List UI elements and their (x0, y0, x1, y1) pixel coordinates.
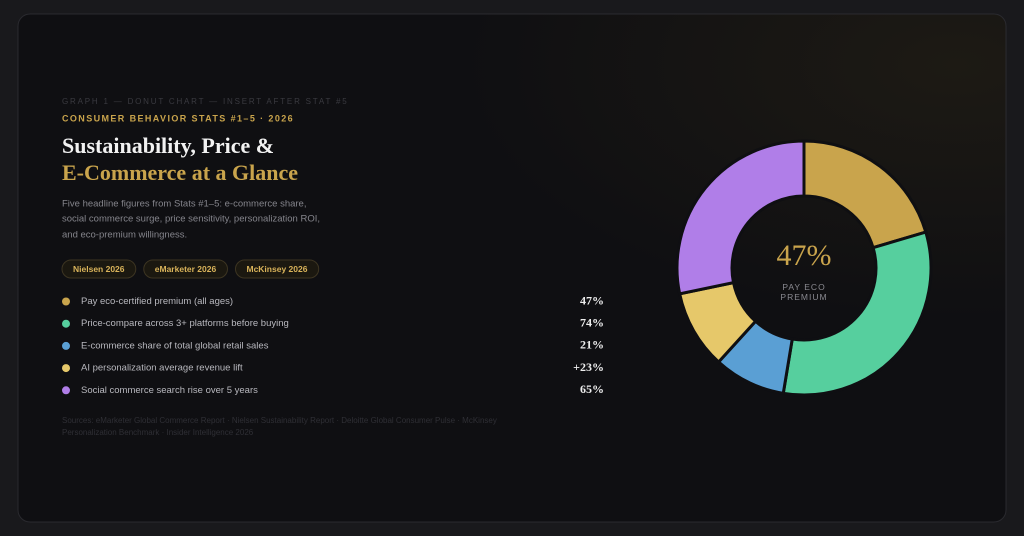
value-label: 65% (580, 382, 604, 396)
legend-label: AI personalization average revenue lift (81, 363, 243, 374)
description: social commerce surge, price sensitivity… (62, 214, 320, 225)
center-value: 47% (777, 239, 832, 272)
donut-segment (675, 139, 806, 296)
tag-label: Nielsen 2026 (73, 264, 125, 274)
sources: Sources: eMarketer Global Commerce Repor… (62, 416, 497, 425)
value-label: 74% (580, 315, 604, 329)
legend-label: Social commerce search rise over 5 years (81, 385, 258, 396)
tag (61, 259, 137, 279)
eyebrow: GRAPH 1 — DONUT CHART — INSERT AFTER STA… (62, 97, 349, 106)
legend-dot (62, 341, 70, 350)
tag (234, 259, 320, 279)
legend-dot (62, 364, 70, 373)
sources: Personalization Benchmark · Insider Inte… (62, 428, 254, 437)
legend-label: E-commerce share of total global retail … (81, 340, 269, 351)
description: and eco-premium willingness. (62, 230, 187, 241)
value-label: 47% (580, 293, 604, 307)
title: E-Commerce at a Glance (62, 160, 298, 185)
legend-label: Price-compare across 3+ platforms before… (81, 318, 289, 329)
tag-label: eMarketer 2026 (155, 264, 217, 274)
legend-dot (62, 386, 70, 395)
description: Five headline figures from Stats #1–5: e… (62, 199, 306, 210)
title: Sustainability, Price & (62, 133, 274, 158)
donut-segment (781, 230, 933, 397)
value-label: +23% (573, 360, 604, 374)
kicker: CONSUMER BEHAVIOR STATS #1–5 · 2026 (62, 113, 294, 123)
center-label: PAY ECO PREMIUM (780, 282, 827, 302)
legend-dot (62, 319, 70, 328)
card (17, 13, 1007, 523)
legend-label: Pay eco-certified premium (all ages) (81, 296, 233, 307)
tag (143, 259, 228, 279)
tag-label: McKinsey 2026 (246, 264, 307, 274)
value-label: 21% (580, 338, 604, 352)
legend-dot (62, 297, 70, 306)
